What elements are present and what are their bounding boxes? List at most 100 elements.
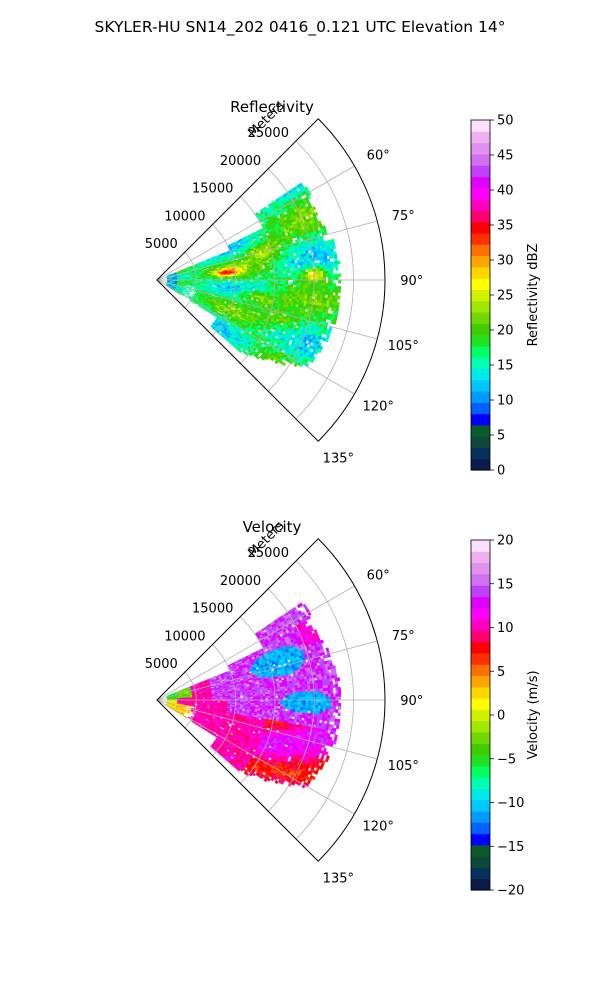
field-cell xyxy=(319,262,323,266)
field-cell xyxy=(320,285,324,289)
colorbar-segment xyxy=(471,165,490,178)
field-cell xyxy=(323,255,328,260)
field-cell xyxy=(297,282,301,286)
field-cell xyxy=(332,245,336,250)
field-cell xyxy=(329,264,334,269)
colorbar-segment xyxy=(471,379,490,392)
field-cell xyxy=(330,285,334,290)
field-cell xyxy=(254,270,258,274)
field-cell xyxy=(292,272,296,276)
colorbar-segment xyxy=(471,221,490,234)
field-cell xyxy=(299,267,304,271)
field-cell xyxy=(308,274,312,278)
field-cell xyxy=(309,266,314,270)
field-cell xyxy=(307,285,311,289)
field-cell xyxy=(315,274,319,278)
field-cell xyxy=(332,320,337,325)
field-cell xyxy=(330,276,334,281)
field-cell xyxy=(292,289,296,293)
field-cell xyxy=(310,277,314,281)
theta-tick-label: 135° xyxy=(323,451,354,466)
field-cell xyxy=(332,286,337,290)
field-cell xyxy=(274,269,279,272)
field-cell xyxy=(317,265,321,269)
colorbar-segment xyxy=(471,424,490,437)
field-cell xyxy=(264,270,268,273)
field-cell xyxy=(199,282,203,284)
field-cell xyxy=(302,282,306,286)
field-cell xyxy=(290,284,294,288)
field-cell xyxy=(297,289,301,293)
field-cell xyxy=(292,267,296,271)
field-cell xyxy=(304,266,309,270)
field-cell xyxy=(265,281,269,285)
field-cell xyxy=(295,284,299,288)
field-cell xyxy=(191,285,195,288)
field-cell xyxy=(315,277,319,281)
field-cell xyxy=(270,273,274,277)
field-cell xyxy=(219,276,223,279)
field-cell xyxy=(275,281,279,285)
field-cell xyxy=(252,276,256,279)
field-cell xyxy=(330,282,334,287)
field-cell xyxy=(277,273,281,277)
field-cell xyxy=(252,286,256,289)
field-cell xyxy=(295,287,299,291)
field-cell xyxy=(337,260,341,265)
field-cell xyxy=(282,275,286,278)
colorbar-tick-label: 5 xyxy=(497,429,505,444)
field-cell xyxy=(302,269,306,273)
field-cell xyxy=(302,274,306,278)
field-cell xyxy=(287,284,291,288)
range-tick-label: 5000 xyxy=(145,237,178,252)
field-cell xyxy=(320,273,324,278)
field-cell xyxy=(335,273,339,278)
reflectivity-panel: 60°75°90°105°120°135°5000100001500020000… xyxy=(145,98,541,479)
field-cell xyxy=(292,270,296,274)
field-cell xyxy=(214,284,218,287)
field-cell xyxy=(325,285,329,290)
field-cell xyxy=(323,273,327,278)
field-cell xyxy=(325,267,329,272)
field-cell xyxy=(297,274,301,278)
field-cell xyxy=(302,271,306,276)
field-cell xyxy=(267,275,271,279)
field-cell xyxy=(184,274,188,276)
colorbar-segment xyxy=(471,345,490,358)
colorbar-segment xyxy=(471,176,490,189)
colorbar-segment xyxy=(471,323,490,336)
field-cell xyxy=(265,275,269,279)
field-cell xyxy=(305,284,309,289)
field-cell xyxy=(294,267,299,271)
colorbar-segment xyxy=(471,131,490,144)
field-cell xyxy=(323,282,327,287)
field-cell xyxy=(295,269,299,273)
field-cell xyxy=(335,267,339,271)
field-cell xyxy=(285,272,289,276)
colorbar-segment xyxy=(471,413,490,426)
colorbar-segment xyxy=(471,289,490,302)
colorbar-segment xyxy=(471,120,490,132)
field-cell xyxy=(293,257,298,261)
colorbar-segment xyxy=(471,300,490,313)
field-cell xyxy=(320,279,324,284)
figure-title: SKYLER-HU SN14_202 0416_0.121 UTC Elevat… xyxy=(95,18,506,37)
field-cell xyxy=(297,284,301,288)
field-cell xyxy=(265,283,269,287)
field-cell xyxy=(252,274,256,277)
field-cell xyxy=(327,288,331,293)
field-cell xyxy=(282,284,286,287)
field-cell xyxy=(290,286,294,290)
field-cell xyxy=(317,271,321,275)
field-cell xyxy=(262,274,266,277)
field-cell xyxy=(327,267,331,272)
field-cell xyxy=(297,272,301,276)
colorbar-segment xyxy=(471,334,490,347)
field-cell xyxy=(305,271,309,276)
field-cell xyxy=(315,271,319,275)
field-cell xyxy=(284,266,288,270)
field-cell xyxy=(294,289,299,293)
colorbar-segment xyxy=(471,232,490,245)
field-cell xyxy=(264,285,269,288)
